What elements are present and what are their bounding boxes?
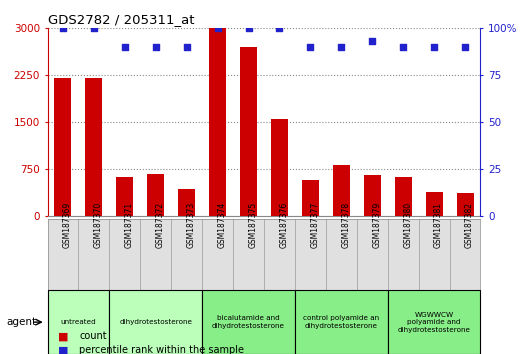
- Bar: [394, 177, 412, 216]
- Text: ■: ■: [58, 346, 69, 354]
- Text: GSM187380: GSM187380: [403, 202, 412, 248]
- Point: [120, 44, 129, 50]
- Point: [213, 25, 222, 31]
- Text: GSM187372: GSM187372: [156, 202, 165, 248]
- Point: [183, 44, 191, 50]
- Point: [461, 44, 469, 50]
- Text: GSM187373: GSM187373: [187, 202, 196, 248]
- Bar: [457, 193, 474, 216]
- Text: GSM187370: GSM187370: [94, 202, 103, 248]
- Text: GSM187382: GSM187382: [465, 202, 474, 248]
- Point: [90, 25, 98, 31]
- Text: GSM187381: GSM187381: [434, 202, 443, 248]
- Bar: [388, 290, 480, 354]
- Bar: [54, 78, 71, 216]
- Point: [430, 44, 438, 50]
- Bar: [271, 119, 288, 216]
- Text: GSM187377: GSM187377: [310, 202, 319, 248]
- Point: [399, 44, 408, 50]
- Text: GSM187376: GSM187376: [279, 202, 288, 248]
- Text: bicalutamide and
dihydrotestosterone: bicalutamide and dihydrotestosterone: [212, 315, 285, 329]
- Text: ■: ■: [58, 331, 69, 341]
- Bar: [295, 290, 388, 354]
- Text: GSM187375: GSM187375: [249, 202, 258, 248]
- Text: GSM187374: GSM187374: [218, 202, 227, 248]
- Text: GDS2782 / 205311_at: GDS2782 / 205311_at: [48, 13, 194, 26]
- Text: agent: agent: [7, 317, 37, 327]
- Text: control polyamide an
dihydrotestosterone: control polyamide an dihydrotestosterone: [303, 315, 380, 329]
- Bar: [364, 175, 381, 216]
- Bar: [202, 290, 295, 354]
- Bar: [109, 290, 202, 354]
- Point: [306, 44, 315, 50]
- Bar: [116, 177, 134, 216]
- Text: GSM187378: GSM187378: [341, 202, 350, 248]
- Text: count: count: [79, 331, 107, 341]
- Text: untreated: untreated: [61, 319, 96, 325]
- Point: [368, 39, 376, 44]
- Bar: [333, 165, 350, 216]
- Point: [244, 25, 253, 31]
- Bar: [86, 78, 102, 216]
- Text: percentile rank within the sample: percentile rank within the sample: [79, 346, 244, 354]
- Bar: [48, 290, 109, 354]
- Point: [337, 44, 345, 50]
- Text: GSM187369: GSM187369: [63, 202, 72, 248]
- Text: GSM187371: GSM187371: [125, 202, 134, 248]
- Point: [152, 44, 160, 50]
- Point: [275, 25, 284, 31]
- Bar: [302, 180, 319, 216]
- Text: WGWWCW
polyamide and
dihydrotestosterone: WGWWCW polyamide and dihydrotestosterone: [398, 312, 470, 333]
- Bar: [147, 174, 164, 216]
- Text: GSM187379: GSM187379: [372, 202, 381, 248]
- Text: dihydrotestosterone: dihydrotestosterone: [119, 319, 192, 325]
- Bar: [426, 192, 442, 216]
- Bar: [178, 189, 195, 216]
- Point: [59, 25, 67, 31]
- Bar: [209, 28, 226, 216]
- Bar: [240, 47, 257, 216]
